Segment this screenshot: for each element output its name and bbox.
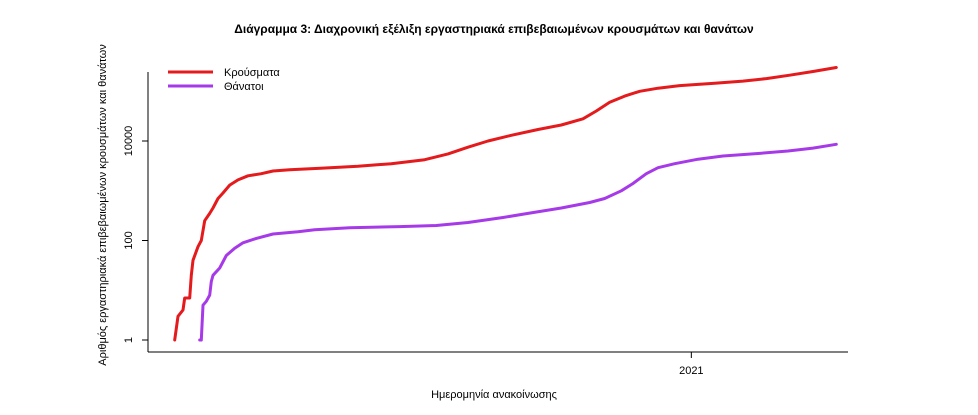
- legend-label-cases: Κρούσματα: [224, 67, 280, 79]
- series-lines: [173, 66, 838, 342]
- y-axis-ticks: 1 100 10000: [123, 126, 148, 343]
- x-tick-label: 2021: [679, 365, 703, 377]
- x-axis-title: Ημερομηνία ανακοίνωσης: [431, 389, 557, 401]
- y-axis-title-group: Αριθμός εργαστηριακά επιβεβαιωμένων κρου…: [97, 44, 109, 366]
- legend-label-deaths: Θάνατοι: [224, 81, 264, 93]
- series-line-cases: [173, 66, 838, 342]
- y-axis-title: Αριθμός εργαστηριακά επιβεβαιωμένων κρου…: [97, 44, 109, 366]
- series-line-deaths: [198, 142, 838, 342]
- y-tick-label: 1: [123, 337, 135, 343]
- y-tick-label: 10000: [123, 126, 135, 157]
- x-axis-ticks: 2021: [679, 352, 704, 377]
- chart-title: Διάγραμμα 3: Διαχρονική εξέλιξη εργαστηρ…: [234, 22, 754, 36]
- y-tick-label: 100: [123, 231, 135, 249]
- legend: Κρούσματα Θάνατοι: [168, 67, 280, 93]
